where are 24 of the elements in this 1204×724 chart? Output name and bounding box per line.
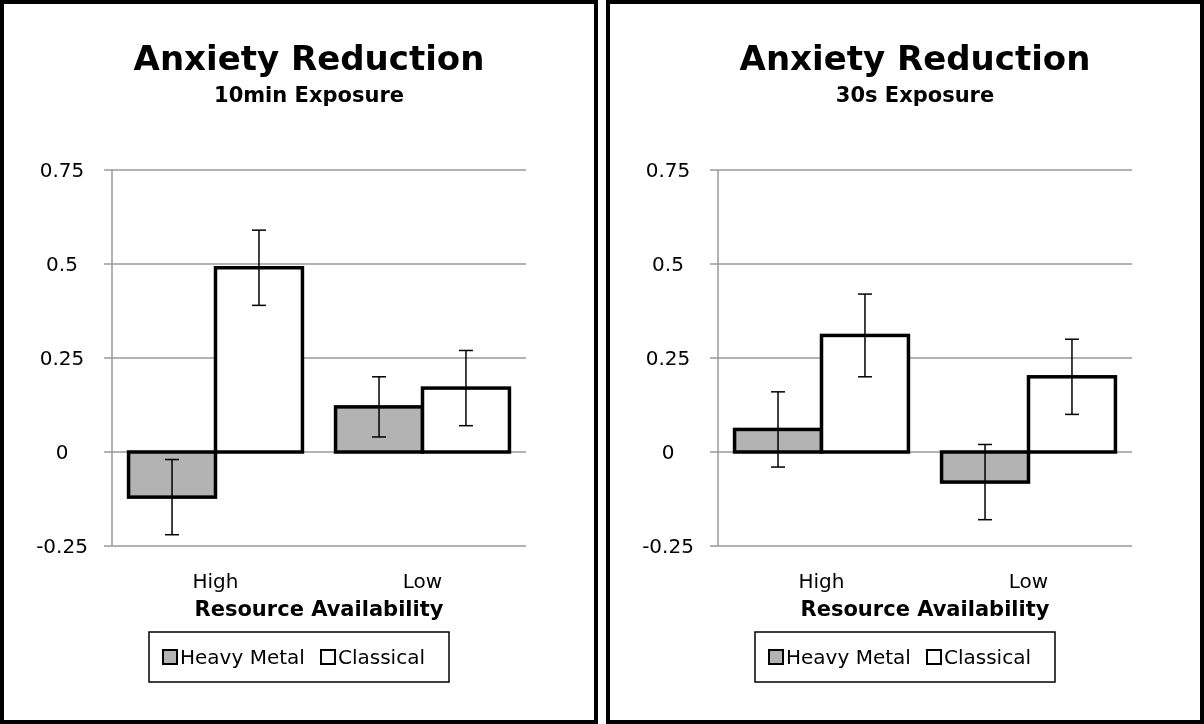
y-tick-label: -0.25 (642, 534, 694, 558)
x-axis-title: Resource Availability (194, 597, 444, 621)
y-tick-label: 0 (55, 440, 69, 464)
x-axis-title: Resource Availability (800, 597, 1050, 621)
y-tick-label: 0.25 (39, 346, 85, 370)
y-tick-label: 0.75 (645, 158, 691, 182)
chart-title: Anxiety Reduction (739, 38, 1091, 78)
y-tick-label: 0.25 (645, 346, 691, 370)
y-tick-label: -0.25 (36, 534, 88, 558)
y-tick-label: 0.75 (39, 158, 85, 182)
x-tick-label: High (798, 569, 845, 593)
x-tick-label: High (192, 569, 239, 593)
y-tick-label: 0 (661, 440, 675, 464)
legend-label: Classical (338, 645, 425, 669)
legend-label: Classical (944, 645, 1031, 669)
legend-label: Heavy Metal (786, 645, 911, 669)
legend-label: Heavy Metal (180, 645, 305, 669)
chart-subtitle: 10min Exposure (214, 83, 404, 107)
y-tick-label: 0.5 (46, 252, 78, 276)
chart-subtitle: 30s Exposure (835, 83, 995, 107)
x-tick-label: Low (1008, 569, 1049, 593)
x-tick-label: Low (402, 569, 443, 593)
y-tick-label: 0.5 (652, 252, 684, 276)
chart-title: Anxiety Reduction (133, 38, 485, 78)
